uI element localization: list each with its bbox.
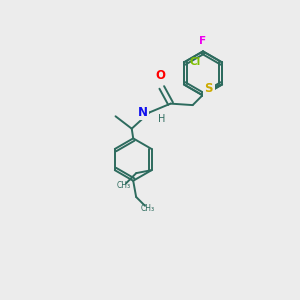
Text: Cl: Cl (189, 57, 200, 68)
Text: H: H (158, 114, 165, 124)
Text: O: O (155, 69, 165, 82)
Text: F: F (200, 36, 207, 46)
Text: S: S (205, 82, 213, 95)
Text: N: N (138, 106, 148, 119)
Text: CH₃: CH₃ (117, 181, 131, 190)
Text: CH₃: CH₃ (140, 204, 154, 213)
